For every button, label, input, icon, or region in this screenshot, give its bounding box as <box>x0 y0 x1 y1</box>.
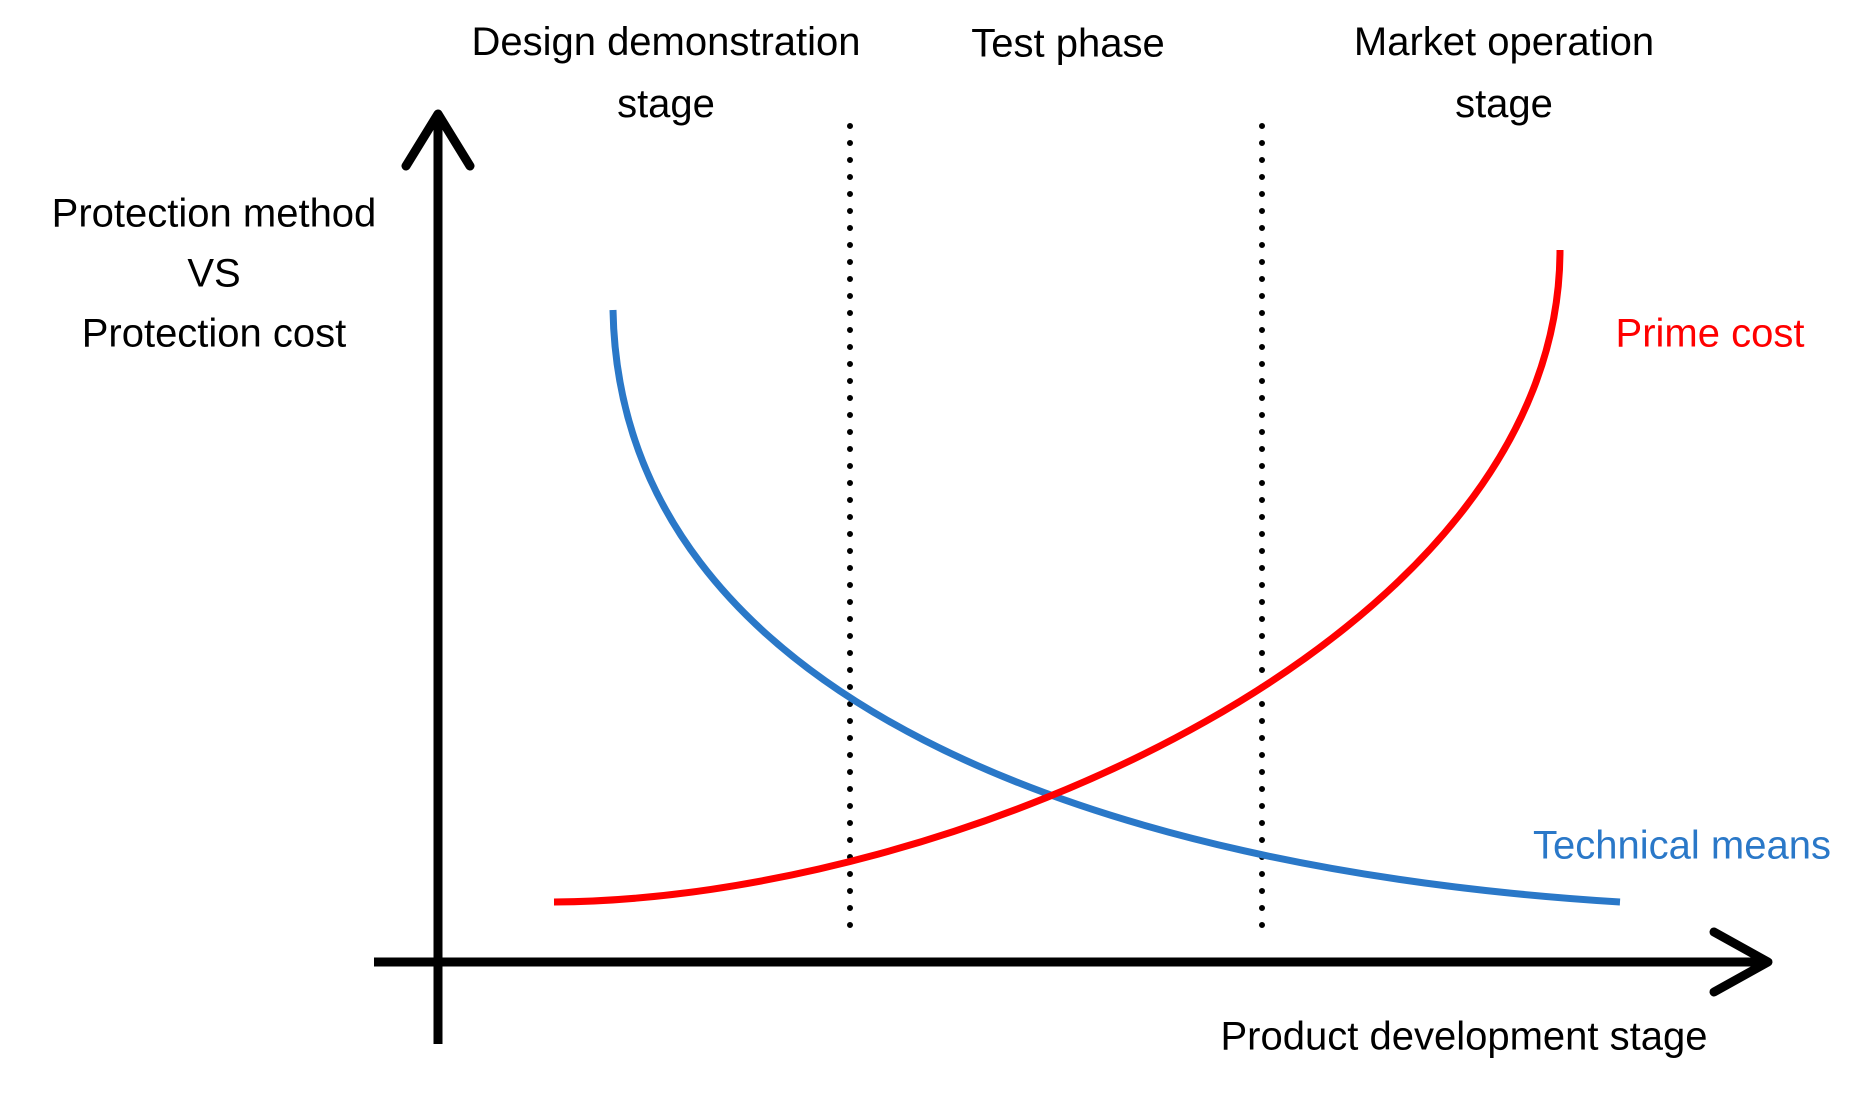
text-line: stage <box>617 82 715 126</box>
text-line: stage <box>1455 82 1553 126</box>
y-axis-label: Protection cost <box>82 312 347 356</box>
stage-label: Market operation stage <box>1354 20 1654 126</box>
x-axis-label: Product development stage <box>1221 1015 1708 1059</box>
technical-means-curve <box>609 309 1621 906</box>
text-line: Design demonstration <box>471 20 860 64</box>
stage-label: Test phase <box>971 22 1164 66</box>
x-axis-arrow <box>1709 927 1773 997</box>
prime-cost-curve <box>553 249 1564 906</box>
curve-label: Technical means <box>1533 824 1831 868</box>
curve-label: Prime cost <box>1616 312 1805 356</box>
stage-label: Design demonstration stage <box>471 20 860 126</box>
y-axis-label: VS <box>187 252 240 296</box>
text-line: Market operation <box>1354 20 1654 64</box>
y-axis-arrow <box>401 109 475 171</box>
y-axis-label: Protection method <box>52 192 377 236</box>
